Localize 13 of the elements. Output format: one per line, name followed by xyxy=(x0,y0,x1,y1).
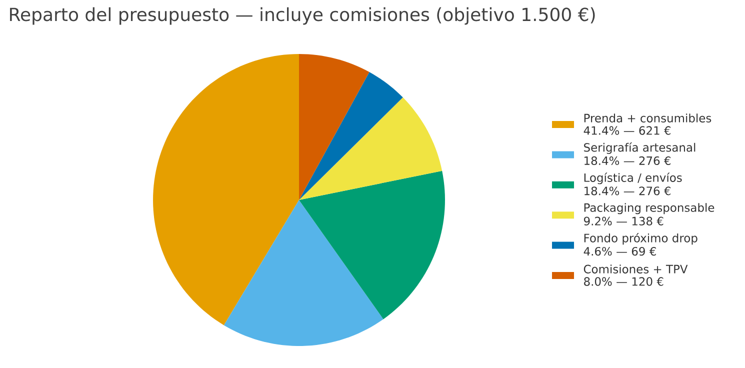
data-label: 41.4% — 621 € xyxy=(584,126,670,135)
chart-title: Reparto del presupuesto — incluye comisiones (objetivo 1.500 €) xyxy=(10,7,595,25)
legend-label: Prenda + consumibles xyxy=(584,114,712,122)
legend-label: Serigrafía artesanal xyxy=(584,142,696,154)
legend-label: Comisiones + TPV xyxy=(584,264,688,274)
data-label: 18.4% — 276 € xyxy=(584,186,670,196)
legend-label: Fondo próximo drop xyxy=(584,233,698,245)
data-label: 18.4% — 276 € xyxy=(584,156,670,166)
data-label: 4.6% — 69 € xyxy=(584,246,656,256)
legend-label: Packaging responsable xyxy=(584,203,714,214)
data-label: 9.2% — 138 € xyxy=(584,216,664,226)
legend-label: Logística / envíos xyxy=(584,172,682,184)
data-label: 8.0% — 120 € xyxy=(584,277,664,286)
